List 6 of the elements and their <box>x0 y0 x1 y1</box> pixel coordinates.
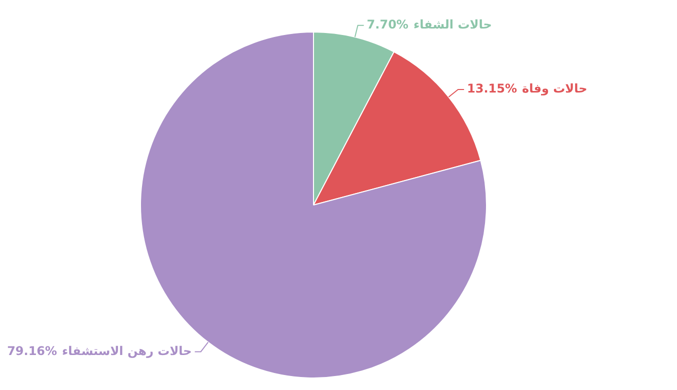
data-label: 79.16% <box>7 344 58 358</box>
slice-label: حالات وفاة <box>522 82 588 96</box>
data-label: 7.70% <box>366 18 408 32</box>
slice-label: حالات رهن الاستشفاء <box>62 344 192 358</box>
data-label: 13.15% <box>467 82 518 96</box>
slice-label: حالات الشفاء <box>413 18 492 32</box>
